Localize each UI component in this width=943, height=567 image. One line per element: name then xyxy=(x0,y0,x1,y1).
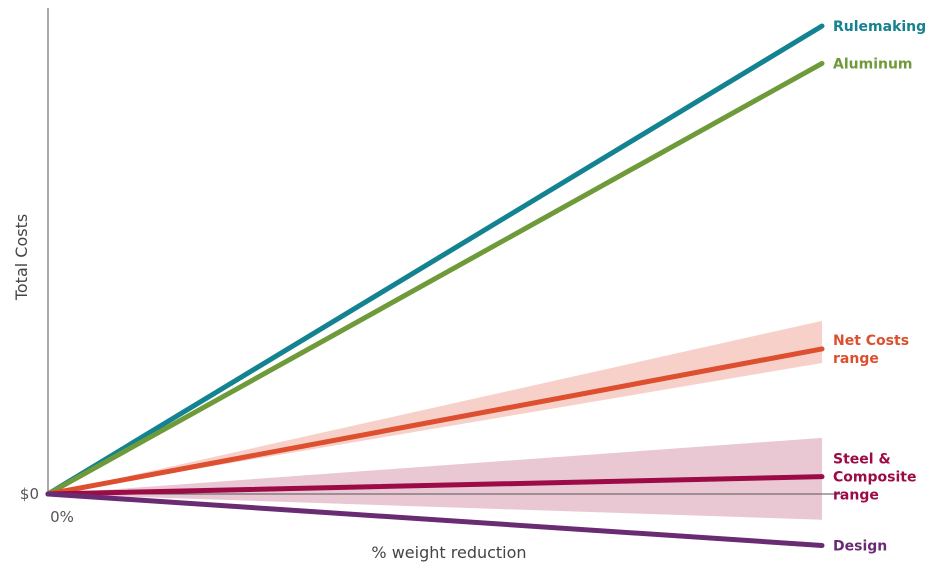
steel-composite-range-label-line: range xyxy=(833,488,879,504)
net-costs-range-label-line: Net Costs xyxy=(833,333,909,349)
aluminum-line xyxy=(45,60,825,497)
design-label-line: Design xyxy=(833,538,887,554)
y-axis-title: Total Costs xyxy=(12,214,31,301)
design-label: Design xyxy=(833,538,887,554)
steel-composite-range-line xyxy=(45,474,825,497)
aluminum-label: Aluminum xyxy=(833,56,913,72)
rulemaking-label: Rulemaking xyxy=(833,19,926,35)
net-costs-range-label: Net Costs range xyxy=(833,333,909,367)
steel-composite-range-band xyxy=(48,437,822,520)
series-labels: Rulemaking Aluminum Net Costs range Steel & C… xyxy=(833,19,926,554)
range-bands xyxy=(48,320,822,520)
steel-composite-range-label-line: Steel & xyxy=(833,452,891,468)
steel-composite-range-label-line: Composite xyxy=(833,470,916,486)
rulemaking-label-line: Rulemaking xyxy=(833,19,926,35)
y-tick-label: $0 xyxy=(20,485,39,503)
net-costs-range-label-line: range xyxy=(833,351,879,367)
steel-composite-range-label: Steel & Composite range xyxy=(833,452,916,504)
net-costs-range-band xyxy=(48,320,822,494)
aluminum-label-line: Aluminum xyxy=(833,56,913,72)
rulemaking-line xyxy=(45,23,825,497)
series-lines xyxy=(45,23,825,548)
x-tick-label: 0% xyxy=(50,508,74,526)
net-costs-range-line xyxy=(45,346,825,497)
design-line xyxy=(45,491,825,548)
x-axis-title: % weight reduction xyxy=(371,543,526,562)
